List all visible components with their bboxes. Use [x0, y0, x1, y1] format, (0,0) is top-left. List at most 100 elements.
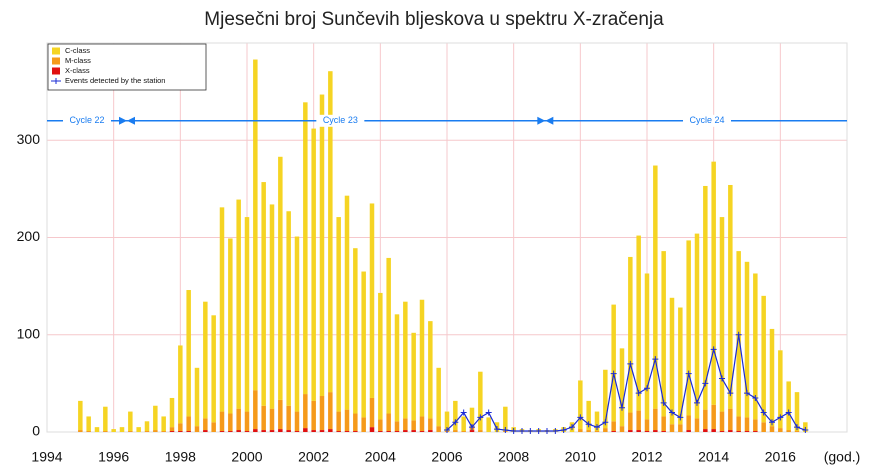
bar [253, 390, 258, 430]
bar [669, 297, 675, 425]
bar [86, 431, 91, 432]
bar [86, 416, 91, 432]
cycle-boundary [537, 116, 554, 125]
event-marker [702, 380, 709, 387]
bar [378, 431, 383, 432]
x-tick-label: 1996 [98, 449, 129, 465]
bar [478, 371, 483, 431]
event-marker [602, 419, 609, 426]
bar [128, 411, 133, 432]
event-marker [777, 414, 784, 421]
cycle-label-bg [63, 114, 111, 127]
bar [294, 236, 300, 412]
bar [303, 428, 308, 432]
cycle-boundary [119, 116, 135, 125]
bar [211, 315, 216, 423]
bar [603, 428, 608, 432]
bar [453, 430, 458, 432]
bar [311, 128, 316, 401]
bar [469, 430, 475, 432]
bar [461, 431, 466, 432]
bar [328, 392, 333, 430]
bar [186, 416, 191, 432]
bar [719, 431, 725, 432]
event-marker [460, 409, 467, 416]
event-marker [519, 428, 525, 435]
bar [611, 421, 616, 432]
bar [394, 421, 400, 432]
event-marker [735, 331, 742, 338]
bar [336, 217, 341, 412]
bar [286, 405, 291, 431]
event-marker [477, 414, 484, 421]
event-marker [569, 424, 575, 431]
bar [794, 392, 800, 432]
bar [728, 184, 733, 409]
legend-label: X-class [65, 66, 90, 75]
bar [594, 411, 600, 432]
bar [619, 426, 625, 432]
bar [603, 369, 608, 429]
bar [436, 426, 441, 432]
bar [428, 430, 433, 432]
bar [219, 207, 225, 412]
bar [686, 430, 691, 432]
bar [611, 431, 616, 432]
bar [644, 419, 650, 432]
bar [719, 411, 725, 432]
legend-box [47, 43, 207, 91]
bar [378, 292, 383, 420]
event-marker [694, 399, 700, 406]
event-marker [535, 428, 542, 435]
bar [153, 430, 158, 432]
event-marker [444, 427, 450, 434]
x-tick-label: 2002 [298, 449, 329, 465]
bar [653, 408, 658, 431]
bar [761, 295, 766, 423]
event-marker [619, 404, 625, 411]
bar [278, 429, 283, 432]
bar [319, 396, 325, 431]
event-marker [610, 370, 617, 377]
legend-label: M-class [65, 56, 91, 65]
bar [578, 429, 583, 432]
bar [203, 418, 208, 431]
bar [78, 430, 83, 432]
chart-title: Mjesečni broj Sunčevih bljeskova u spekt… [204, 9, 664, 30]
bar [319, 430, 325, 432]
event-marker [752, 394, 759, 401]
bar [369, 427, 375, 432]
bar [136, 427, 141, 432]
bar [119, 427, 125, 432]
bar [636, 410, 641, 431]
bar [786, 430, 791, 432]
bar [178, 431, 183, 432]
bar [253, 59, 258, 391]
bar [153, 405, 158, 431]
bar [711, 404, 716, 430]
bar [169, 397, 175, 428]
event-marker [669, 409, 675, 416]
bar [753, 273, 758, 420]
bar [386, 413, 391, 432]
bar [244, 431, 250, 432]
bar [244, 217, 250, 412]
bar [261, 405, 266, 431]
bar [128, 431, 133, 432]
bar [411, 332, 416, 421]
bar [353, 248, 358, 414]
event-marker [469, 424, 475, 431]
bar [753, 419, 758, 432]
bar [353, 413, 358, 432]
x-tick-label: 2000 [231, 449, 262, 465]
bar [236, 430, 241, 432]
legend-swatch [52, 67, 60, 75]
bar [369, 397, 375, 428]
event-marker [794, 424, 800, 431]
bar [428, 418, 433, 431]
bar [778, 428, 783, 432]
x-tick-label: 1994 [31, 449, 62, 465]
bar [486, 417, 491, 432]
event-marker [452, 419, 459, 426]
